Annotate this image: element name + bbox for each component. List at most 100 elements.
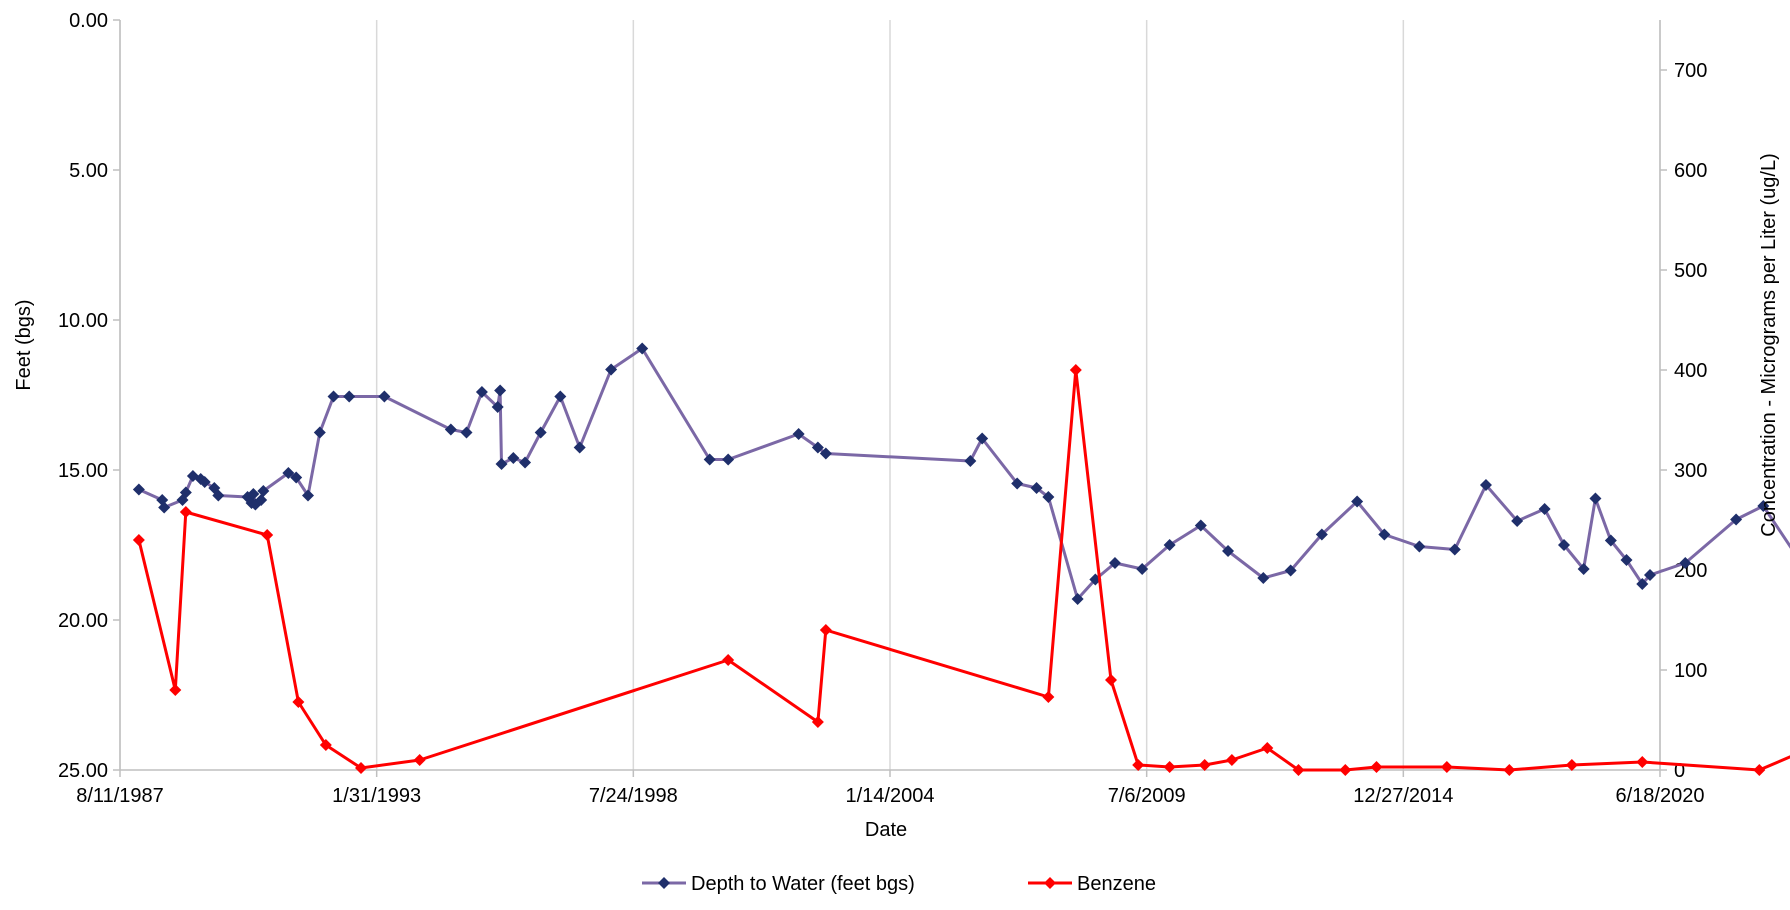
data-point bbox=[1315, 528, 1328, 541]
x-axis-title: Date bbox=[865, 819, 907, 841]
data-point bbox=[1577, 563, 1590, 575]
data-point bbox=[1104, 674, 1117, 686]
data-point bbox=[1351, 495, 1364, 508]
data-point bbox=[811, 716, 824, 728]
data-point bbox=[1194, 519, 1207, 532]
data-point bbox=[554, 390, 567, 403]
data-point bbox=[327, 390, 340, 403]
x-tick-label: 6/18/2020 bbox=[1616, 785, 1705, 807]
data-point bbox=[703, 453, 716, 466]
data-point bbox=[460, 426, 473, 439]
data-point bbox=[1440, 761, 1453, 773]
y2-tick-label: 700 bbox=[1674, 60, 1707, 82]
y2-tick-label: 100 bbox=[1674, 660, 1707, 682]
data-point bbox=[292, 696, 305, 708]
data-point bbox=[1163, 539, 1176, 551]
data-point bbox=[132, 534, 145, 546]
data-point bbox=[179, 486, 192, 499]
data-point bbox=[212, 489, 225, 502]
data-point bbox=[636, 342, 649, 355]
data-point bbox=[1071, 593, 1084, 605]
data-point bbox=[1011, 477, 1024, 490]
data-point bbox=[1636, 578, 1649, 590]
data-point bbox=[1284, 564, 1297, 577]
y-tick-label: 5.00 bbox=[69, 160, 108, 182]
data-point bbox=[1225, 754, 1238, 766]
data-point bbox=[1132, 759, 1145, 771]
data-point bbox=[169, 684, 182, 696]
y-tick-label: 10.00 bbox=[58, 310, 108, 332]
legend-marker-depth bbox=[658, 877, 670, 889]
data-point bbox=[722, 654, 735, 666]
data-point bbox=[1257, 572, 1270, 584]
data-point bbox=[319, 739, 332, 751]
data-point bbox=[475, 386, 488, 398]
data-point bbox=[1730, 513, 1743, 526]
data-point bbox=[355, 762, 368, 774]
data-point bbox=[132, 483, 145, 496]
x-tick-label: 7/24/1998 bbox=[589, 785, 678, 807]
data-point bbox=[282, 467, 295, 479]
data-point bbox=[534, 426, 547, 439]
data-point bbox=[1679, 557, 1692, 569]
data-point bbox=[1757, 500, 1770, 512]
data-point bbox=[1413, 540, 1426, 553]
data-point bbox=[1370, 761, 1383, 773]
data-point bbox=[1292, 764, 1305, 776]
data-point bbox=[343, 390, 356, 403]
series-benzene bbox=[132, 364, 1790, 776]
data-point bbox=[1108, 557, 1121, 569]
data-point bbox=[722, 453, 735, 466]
data-point bbox=[1222, 545, 1235, 557]
data-point bbox=[1479, 479, 1492, 491]
data-point bbox=[605, 363, 618, 376]
data-point bbox=[1042, 491, 1055, 503]
data-point bbox=[1378, 528, 1391, 541]
legend-label-benzene: Benzene bbox=[1077, 873, 1156, 895]
x-tick-label: 1/31/1993 bbox=[332, 785, 421, 807]
data-point bbox=[1198, 759, 1211, 771]
data-point bbox=[413, 754, 426, 766]
y-tick-label: 15.00 bbox=[58, 460, 108, 482]
data-point bbox=[1511, 515, 1524, 527]
data-point bbox=[507, 452, 520, 464]
data-point bbox=[158, 501, 171, 514]
data-point bbox=[1042, 691, 1055, 703]
data-point bbox=[1136, 563, 1149, 575]
data-point bbox=[313, 426, 326, 439]
y-tick-label: 0.00 bbox=[69, 10, 108, 32]
data-point bbox=[964, 455, 977, 467]
data-point bbox=[257, 485, 270, 497]
data-point bbox=[247, 488, 260, 500]
data-point bbox=[1503, 764, 1516, 776]
data-point bbox=[494, 384, 507, 397]
data-point bbox=[255, 494, 268, 506]
data-point bbox=[1753, 764, 1766, 776]
data-point bbox=[1558, 539, 1571, 551]
y-axis-title: Feet (bgs) bbox=[13, 299, 35, 390]
y2-tick-label: 300 bbox=[1674, 460, 1707, 482]
data-point bbox=[819, 447, 832, 460]
data-point bbox=[819, 624, 832, 636]
y2-axis-title: Concentration - Micrograms per Liter (ug… bbox=[1758, 153, 1780, 536]
x-tick-label: 1/14/2004 bbox=[846, 785, 935, 807]
data-point bbox=[1565, 759, 1578, 771]
data-point bbox=[1069, 364, 1082, 376]
data-point bbox=[792, 428, 805, 440]
y2-tick-label: 0 bbox=[1674, 760, 1685, 782]
legend: Depth to Water (feet bgs) Benzene bbox=[642, 873, 1156, 895]
data-point bbox=[519, 456, 532, 469]
y-tick-label: 25.00 bbox=[58, 760, 108, 782]
data-point bbox=[1538, 503, 1551, 515]
x-tick-label: 7/6/2009 bbox=[1108, 785, 1186, 807]
data-point bbox=[573, 441, 586, 454]
data-point bbox=[491, 401, 504, 413]
data-point bbox=[1030, 482, 1043, 494]
y2-tick-label: 400 bbox=[1674, 360, 1707, 382]
y2-tick-label: 600 bbox=[1674, 160, 1707, 182]
data-point bbox=[261, 529, 274, 541]
data-point bbox=[811, 441, 824, 454]
x-tick-label: 12/27/2014 bbox=[1353, 785, 1453, 807]
